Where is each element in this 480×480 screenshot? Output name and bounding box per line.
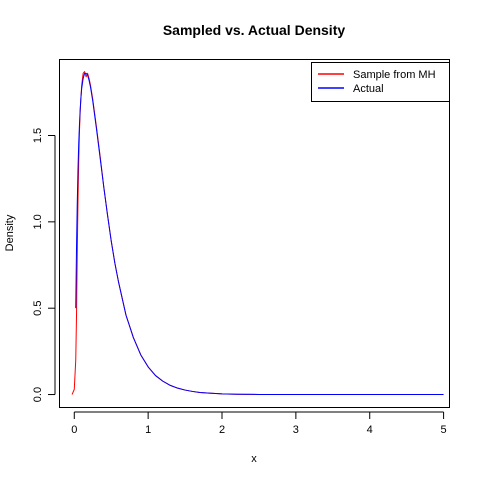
x-tick-label: 0: [71, 424, 77, 436]
x-axis: 0 1 2 3 4 5: [71, 411, 447, 436]
y-tick-label: 0.0: [32, 387, 44, 402]
legend-label-2: Actual: [353, 83, 384, 95]
x-tick-label: 5: [441, 424, 447, 436]
legend: Sample from MH Actual: [311, 62, 450, 102]
x-tick-label: 3: [293, 424, 299, 436]
chart-title: Sampled vs. Actual Density: [163, 22, 346, 38]
x-tick-label: 2: [219, 424, 225, 436]
y-axis-label: Density: [4, 214, 16, 251]
series-lines: [71, 71, 444, 396]
plot-frame: [59, 59, 450, 408]
series-line-1: [71, 71, 350, 396]
x-tick-label: 4: [367, 424, 373, 436]
legend-box: [311, 62, 450, 102]
y-axis: 0.0 0.5 1.0 1.5: [32, 128, 56, 402]
series-line-2: [75, 72, 444, 396]
y-tick-label: 0.5: [32, 301, 44, 316]
y-tick-label: 1.0: [32, 214, 44, 229]
y-tick-label: 1.5: [32, 128, 44, 143]
x-tick-label: 1: [145, 424, 151, 436]
x-axis-label: x: [251, 453, 257, 465]
legend-label-1: Sample from MH: [353, 69, 436, 81]
